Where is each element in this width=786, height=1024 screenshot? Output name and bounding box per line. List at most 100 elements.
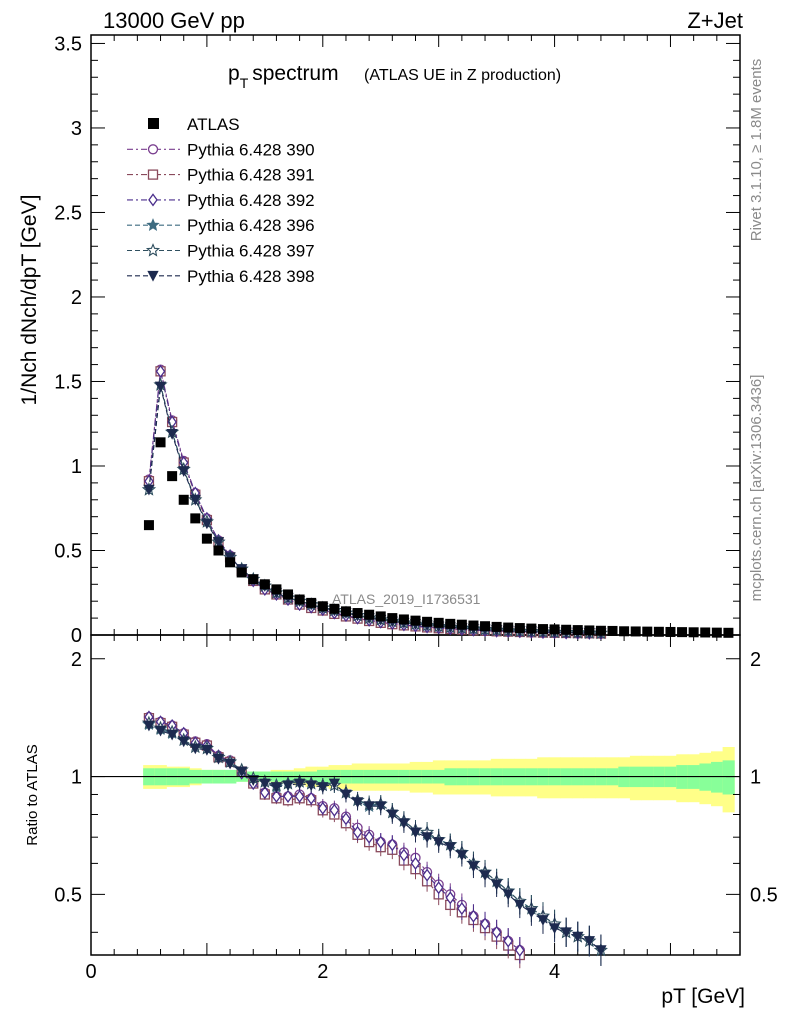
ratio-y-axis-label: Ratio to ATLAS [24,744,41,845]
ratio-point [595,945,607,957]
series-line [148,386,601,634]
ratio-point [480,917,490,931]
ratio-point [490,879,503,891]
atlas-data-point [653,626,664,637]
ratio-point [433,837,445,848]
x-axis-label: pT [GeV] [661,985,745,1008]
y-tick-label: 3.5 [54,33,82,55]
series-point [178,466,190,477]
ratio-point [328,778,341,790]
series-line [148,369,601,635]
plot-title: pT spectrum [228,62,339,91]
atlas-data-point [190,513,201,524]
ratio-point [212,753,225,765]
atlas-data-point [364,609,375,620]
ratio-point [178,736,190,748]
ratio-point [583,936,596,947]
rivet-label: Rivet 3.1.10, ≥ 1.8M events [748,59,765,242]
ratio-point [399,848,409,862]
ratio-point [410,856,421,870]
ratio-point [270,782,283,793]
ratio-point [409,827,422,839]
atlas-data-point [456,619,467,630]
atlas-data-point [283,589,294,600]
atlas-data-points [143,437,734,638]
ratio-point [525,907,538,919]
ratio-point [503,934,514,948]
process-label: Z+Jet [687,8,743,33]
series-point [212,537,225,548]
series-line [148,371,601,635]
ratio-point [166,729,178,741]
legend-label-atlas: ATLAS [187,115,240,134]
y-tick-label: 1 [71,456,82,478]
atlas-data-point [306,597,317,608]
ratio-point [457,901,467,916]
atlas-data-point [201,533,212,544]
atlas-data-point [480,621,491,632]
legend-label: Pythia 6.428 398 [187,267,315,286]
ratio-tick-label: 0.5 [54,884,82,906]
atlas-data-point [375,611,386,622]
legend-marker [147,270,159,282]
x-tick-label: 2 [317,961,328,983]
legend-label: Pythia 6.428 392 [187,191,315,210]
atlas-data-point [549,624,560,635]
ratio-tick-label: 1 [71,767,82,789]
tick-labels: 0 2 400.511.522.533.50.5 0.51 12 2 [54,33,778,983]
ratio-point [387,838,398,852]
ratio-point [271,789,282,803]
atlas-data-point [503,622,514,633]
ratio-point [201,744,213,756]
atlas-data-point [317,601,328,612]
atlas-data-point [526,623,537,634]
title-word: spectrum [252,62,338,85]
ratio-point [282,780,294,792]
ratio-point [444,842,456,854]
ratio-point [375,801,387,813]
ratio-point [143,720,155,732]
legend-marker [146,218,160,231]
series-point [201,518,213,530]
atlas-data-point [259,579,270,590]
atlas-data-point [572,625,583,636]
atlas-data-point [387,613,398,624]
y-tick-label: 2.5 [54,202,82,224]
x-tick-label: 0 [85,961,96,983]
y-axis-label: 1/Nch dNch/dpT [GeV] [18,195,41,406]
ratio-line [148,725,602,951]
ratio-point [341,812,351,826]
ratio-point [491,925,502,939]
ratio-point [572,931,584,943]
ratio-point [224,758,236,770]
ratio-point [422,868,432,882]
ratio-tick-label-right: 0.5 [750,884,778,906]
mcplots-label: mcplots.cern.ch [arXiv:1306.3436] [748,375,765,602]
atlas-data-point [248,574,259,585]
ratio-point [467,861,480,873]
y-tick-label: 2 [71,287,82,309]
series-point [189,494,201,506]
atlas-data-point [294,594,305,605]
title-sub: T [240,75,249,91]
ratio-point [560,927,572,939]
atlas-data-point [398,614,409,625]
legend-label: Pythia 6.428 390 [187,140,315,159]
legend-marker [148,193,158,207]
atlas-data-point [143,520,154,531]
atlas-data-point [711,627,722,638]
ratio-series [141,710,608,969]
ratio-tick-label-right: 1 [750,767,761,789]
atlas-data-point [352,608,363,619]
atlas-data-point [167,471,178,482]
atlas-data-point [642,626,653,637]
atlas-data-point [410,615,421,626]
ratio-point [293,778,306,790]
atlas-data-point [514,623,525,634]
ratio-point [259,778,271,790]
ratio-point [317,782,329,793]
band-stat [711,761,724,793]
ratio-point [514,943,525,957]
ratio-point [514,899,526,911]
atlas-data-point [178,494,189,505]
